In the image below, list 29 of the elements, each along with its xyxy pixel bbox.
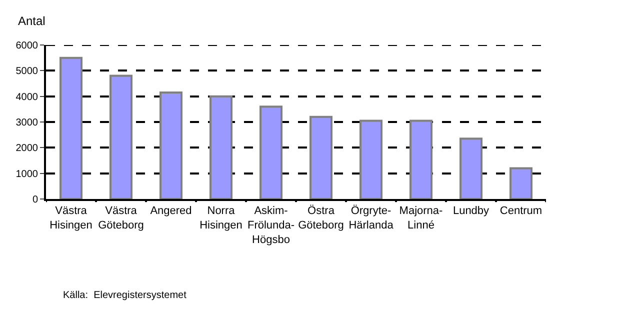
bar bbox=[60, 56, 82, 199]
x-tick-label: Angered bbox=[150, 205, 192, 218]
y-tick-label: 0 bbox=[32, 194, 38, 206]
bar bbox=[210, 95, 232, 199]
bar bbox=[110, 74, 132, 199]
bar bbox=[410, 120, 432, 199]
y-tick-label: 5000 bbox=[16, 66, 38, 78]
bar bbox=[160, 91, 182, 199]
y-tick-label: 1000 bbox=[16, 168, 38, 180]
x-tick-label: Majorna- Linné bbox=[399, 205, 444, 232]
y-tick-label: 4000 bbox=[16, 92, 38, 103]
bar bbox=[360, 120, 382, 199]
x-tick-label: Askim- Frölunda- Högsbo bbox=[247, 205, 295, 246]
x-tick-label: Norra Hisingen bbox=[200, 205, 242, 232]
x-tick-label: Örgryte- Härlanda bbox=[348, 204, 394, 232]
x-tick-label: Västra Göteborg bbox=[98, 205, 144, 232]
y-tick-label: 2000 bbox=[16, 143, 38, 154]
y-tick-label: 3000 bbox=[16, 118, 38, 128]
x-tick-label: Lundby bbox=[452, 205, 490, 218]
text: Källa: Elevregistersystemet bbox=[63, 290, 187, 301]
y-axis-title: Antal bbox=[18, 14, 46, 28]
x-tick-label: Östra Göteborg bbox=[298, 204, 344, 232]
y-tick-label: 6000 bbox=[16, 40, 38, 52]
x-tick-label: Västra Hisingen bbox=[50, 205, 92, 232]
bar bbox=[510, 167, 532, 199]
bar bbox=[310, 116, 332, 199]
bar bbox=[460, 138, 482, 199]
x-tick-label: Centrum bbox=[500, 205, 542, 218]
bar bbox=[260, 106, 282, 199]
